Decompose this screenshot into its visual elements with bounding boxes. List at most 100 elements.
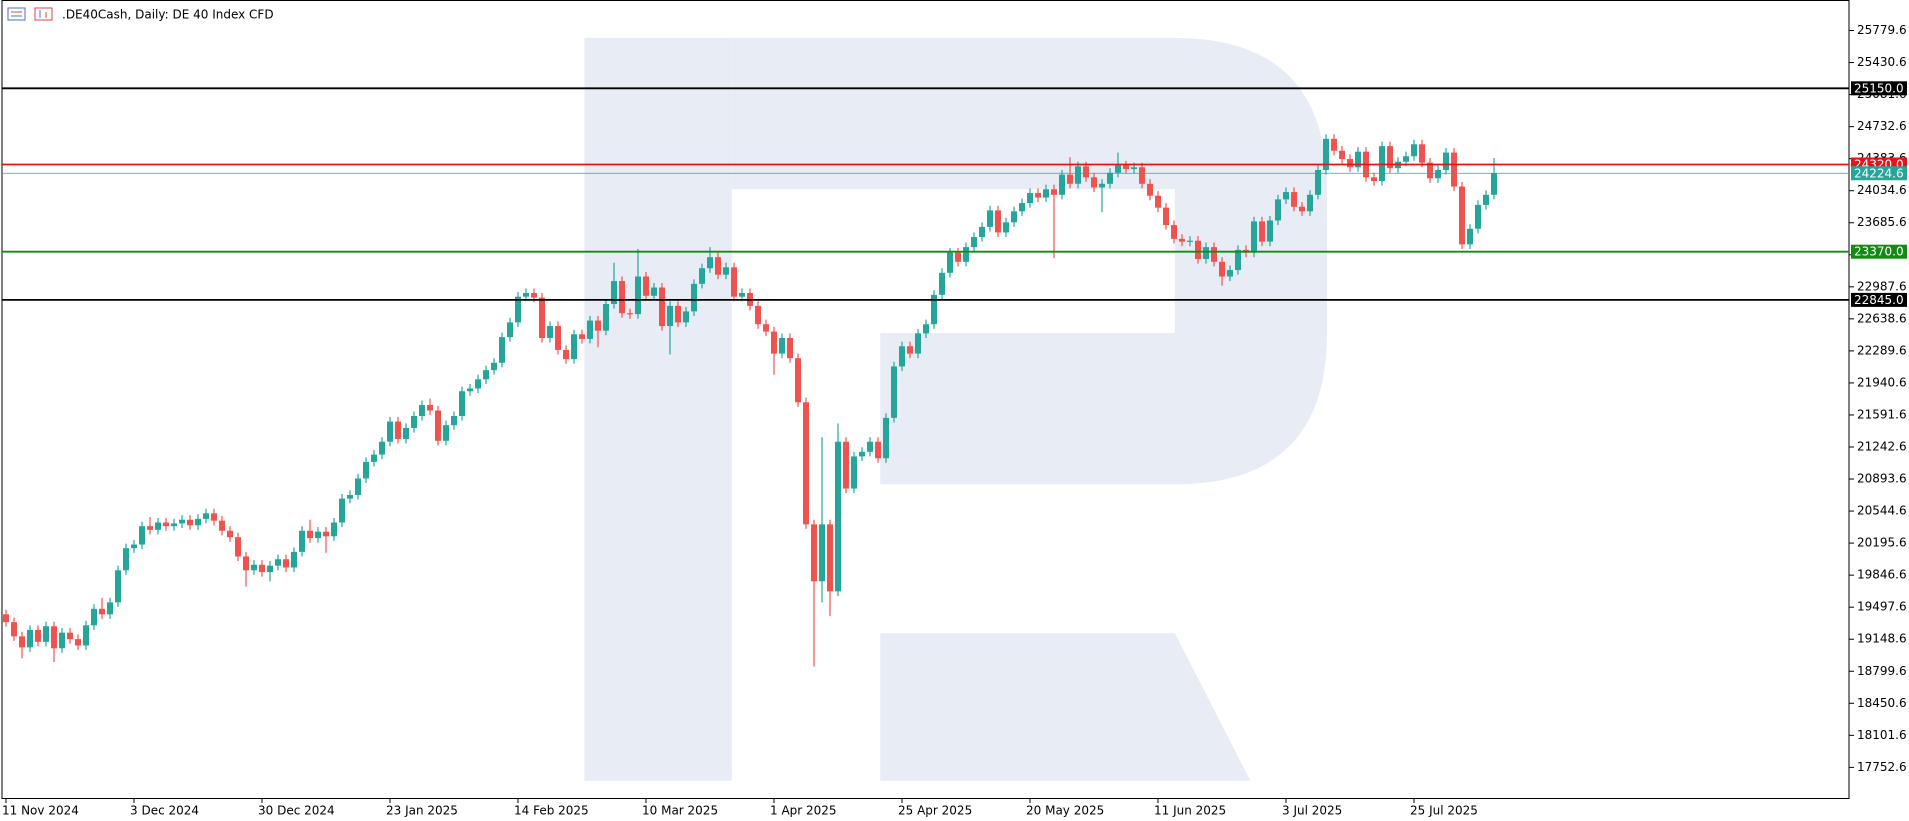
candle-body xyxy=(1227,270,1233,277)
candle-body xyxy=(707,257,713,269)
candle-body xyxy=(1099,183,1105,188)
candle-body xyxy=(235,537,241,557)
candle-body xyxy=(1051,189,1057,195)
candle-body xyxy=(811,524,817,582)
y-tick-label: 18101.6 xyxy=(1857,728,1907,742)
candle-body xyxy=(115,570,121,603)
candle-body xyxy=(163,522,169,527)
plot-frame xyxy=(1,0,1850,799)
x-tick-label: 3 Jul 2025 xyxy=(1282,804,1342,818)
candle-body xyxy=(211,513,217,521)
candle-body xyxy=(579,334,585,339)
candle-body xyxy=(179,519,185,524)
candle-body xyxy=(659,287,665,327)
y-tick-label: 24732.6 xyxy=(1857,119,1907,133)
candle-body xyxy=(267,565,273,573)
y-tick-label: 21940.6 xyxy=(1857,375,1907,389)
candle-body xyxy=(1027,192,1033,204)
candle-body xyxy=(1187,240,1193,242)
level-label-box xyxy=(1851,81,1907,96)
candle-body xyxy=(1131,167,1137,170)
x-tick-label: 11 Nov 2024 xyxy=(2,804,79,818)
candle-body xyxy=(995,210,1001,233)
candle-body xyxy=(1211,247,1217,262)
candle-body xyxy=(203,513,209,519)
candle-body xyxy=(955,252,961,262)
candle-body xyxy=(483,370,489,380)
candle-body xyxy=(731,267,737,297)
candle-body xyxy=(1403,156,1409,162)
candle-body xyxy=(243,556,249,571)
x-tick-label: 11 Jun 2025 xyxy=(1154,804,1226,818)
candle-body xyxy=(555,326,561,350)
y-tick-label: 18799.6 xyxy=(1857,664,1907,678)
candle-body xyxy=(1195,240,1201,260)
candle-body xyxy=(339,498,345,523)
candle-body xyxy=(1483,194,1489,205)
candle-body xyxy=(27,629,33,648)
candle-body xyxy=(971,237,977,248)
y-tick-label: 22289.6 xyxy=(1857,343,1907,357)
candle-body xyxy=(651,287,657,296)
y-tick-label: 20893.6 xyxy=(1857,472,1907,486)
candle-body xyxy=(1283,192,1289,200)
candle-body xyxy=(355,478,361,495)
level-label: 25150.0 xyxy=(1854,81,1904,95)
candle-body xyxy=(787,337,793,359)
candle-body xyxy=(491,362,497,371)
level-label-box xyxy=(1851,292,1907,307)
candle-body xyxy=(827,524,833,592)
x-tick-label: 25 Jul 2025 xyxy=(1410,804,1478,818)
candle-body xyxy=(539,297,545,338)
candle-body xyxy=(571,334,577,360)
candle-body xyxy=(979,226,985,238)
y-tick-label: 20544.6 xyxy=(1857,504,1907,518)
candle-body xyxy=(835,441,841,592)
candle-body xyxy=(1267,220,1273,242)
candle-body xyxy=(107,602,113,615)
candle-body xyxy=(291,551,297,568)
candle-body xyxy=(883,417,889,459)
y-tick-label: 22987.6 xyxy=(1857,279,1907,293)
candle-body xyxy=(523,293,529,297)
candle-body xyxy=(851,456,857,489)
candle-body xyxy=(11,622,17,637)
candle-body xyxy=(1075,166,1081,184)
candle-body xyxy=(99,608,105,615)
candle-body xyxy=(411,416,417,428)
candle-body xyxy=(1035,192,1041,198)
candle-body xyxy=(1171,225,1177,239)
candle-body xyxy=(723,267,729,275)
level-label: 22845.0 xyxy=(1854,293,1904,307)
candle-body xyxy=(843,441,849,489)
y-tick-label: 22638.6 xyxy=(1857,311,1907,325)
candle-body xyxy=(1011,211,1017,223)
candle-body xyxy=(347,494,353,499)
x-tick-label: 23 Jan 2025 xyxy=(386,804,458,818)
candle-body xyxy=(443,425,449,441)
candle-body xyxy=(67,632,73,640)
candle-body xyxy=(1203,247,1209,260)
candle-body xyxy=(507,322,513,338)
candle-body xyxy=(123,548,129,571)
candle-body xyxy=(739,293,745,297)
candle-body xyxy=(587,320,593,339)
candle-body xyxy=(1147,183,1153,196)
x-tick-label: 20 May 2025 xyxy=(1026,804,1104,818)
candle-body xyxy=(1411,144,1417,157)
candle-body xyxy=(891,366,897,418)
candle-body xyxy=(795,358,801,403)
candle-body xyxy=(531,293,537,298)
candle-body xyxy=(275,559,281,566)
candle-body xyxy=(755,305,761,325)
candle-body xyxy=(1107,172,1113,184)
chart-title: .DE40Cash, Daily: DE 40 Index CFD xyxy=(62,8,274,22)
candle-body xyxy=(307,530,313,539)
candle-body xyxy=(91,608,97,626)
candle-body xyxy=(1115,165,1121,173)
candle-body xyxy=(3,614,9,623)
candle-body xyxy=(283,559,289,568)
candle-body xyxy=(75,639,81,646)
candle-body xyxy=(1179,238,1185,242)
candle-body xyxy=(1491,173,1497,195)
